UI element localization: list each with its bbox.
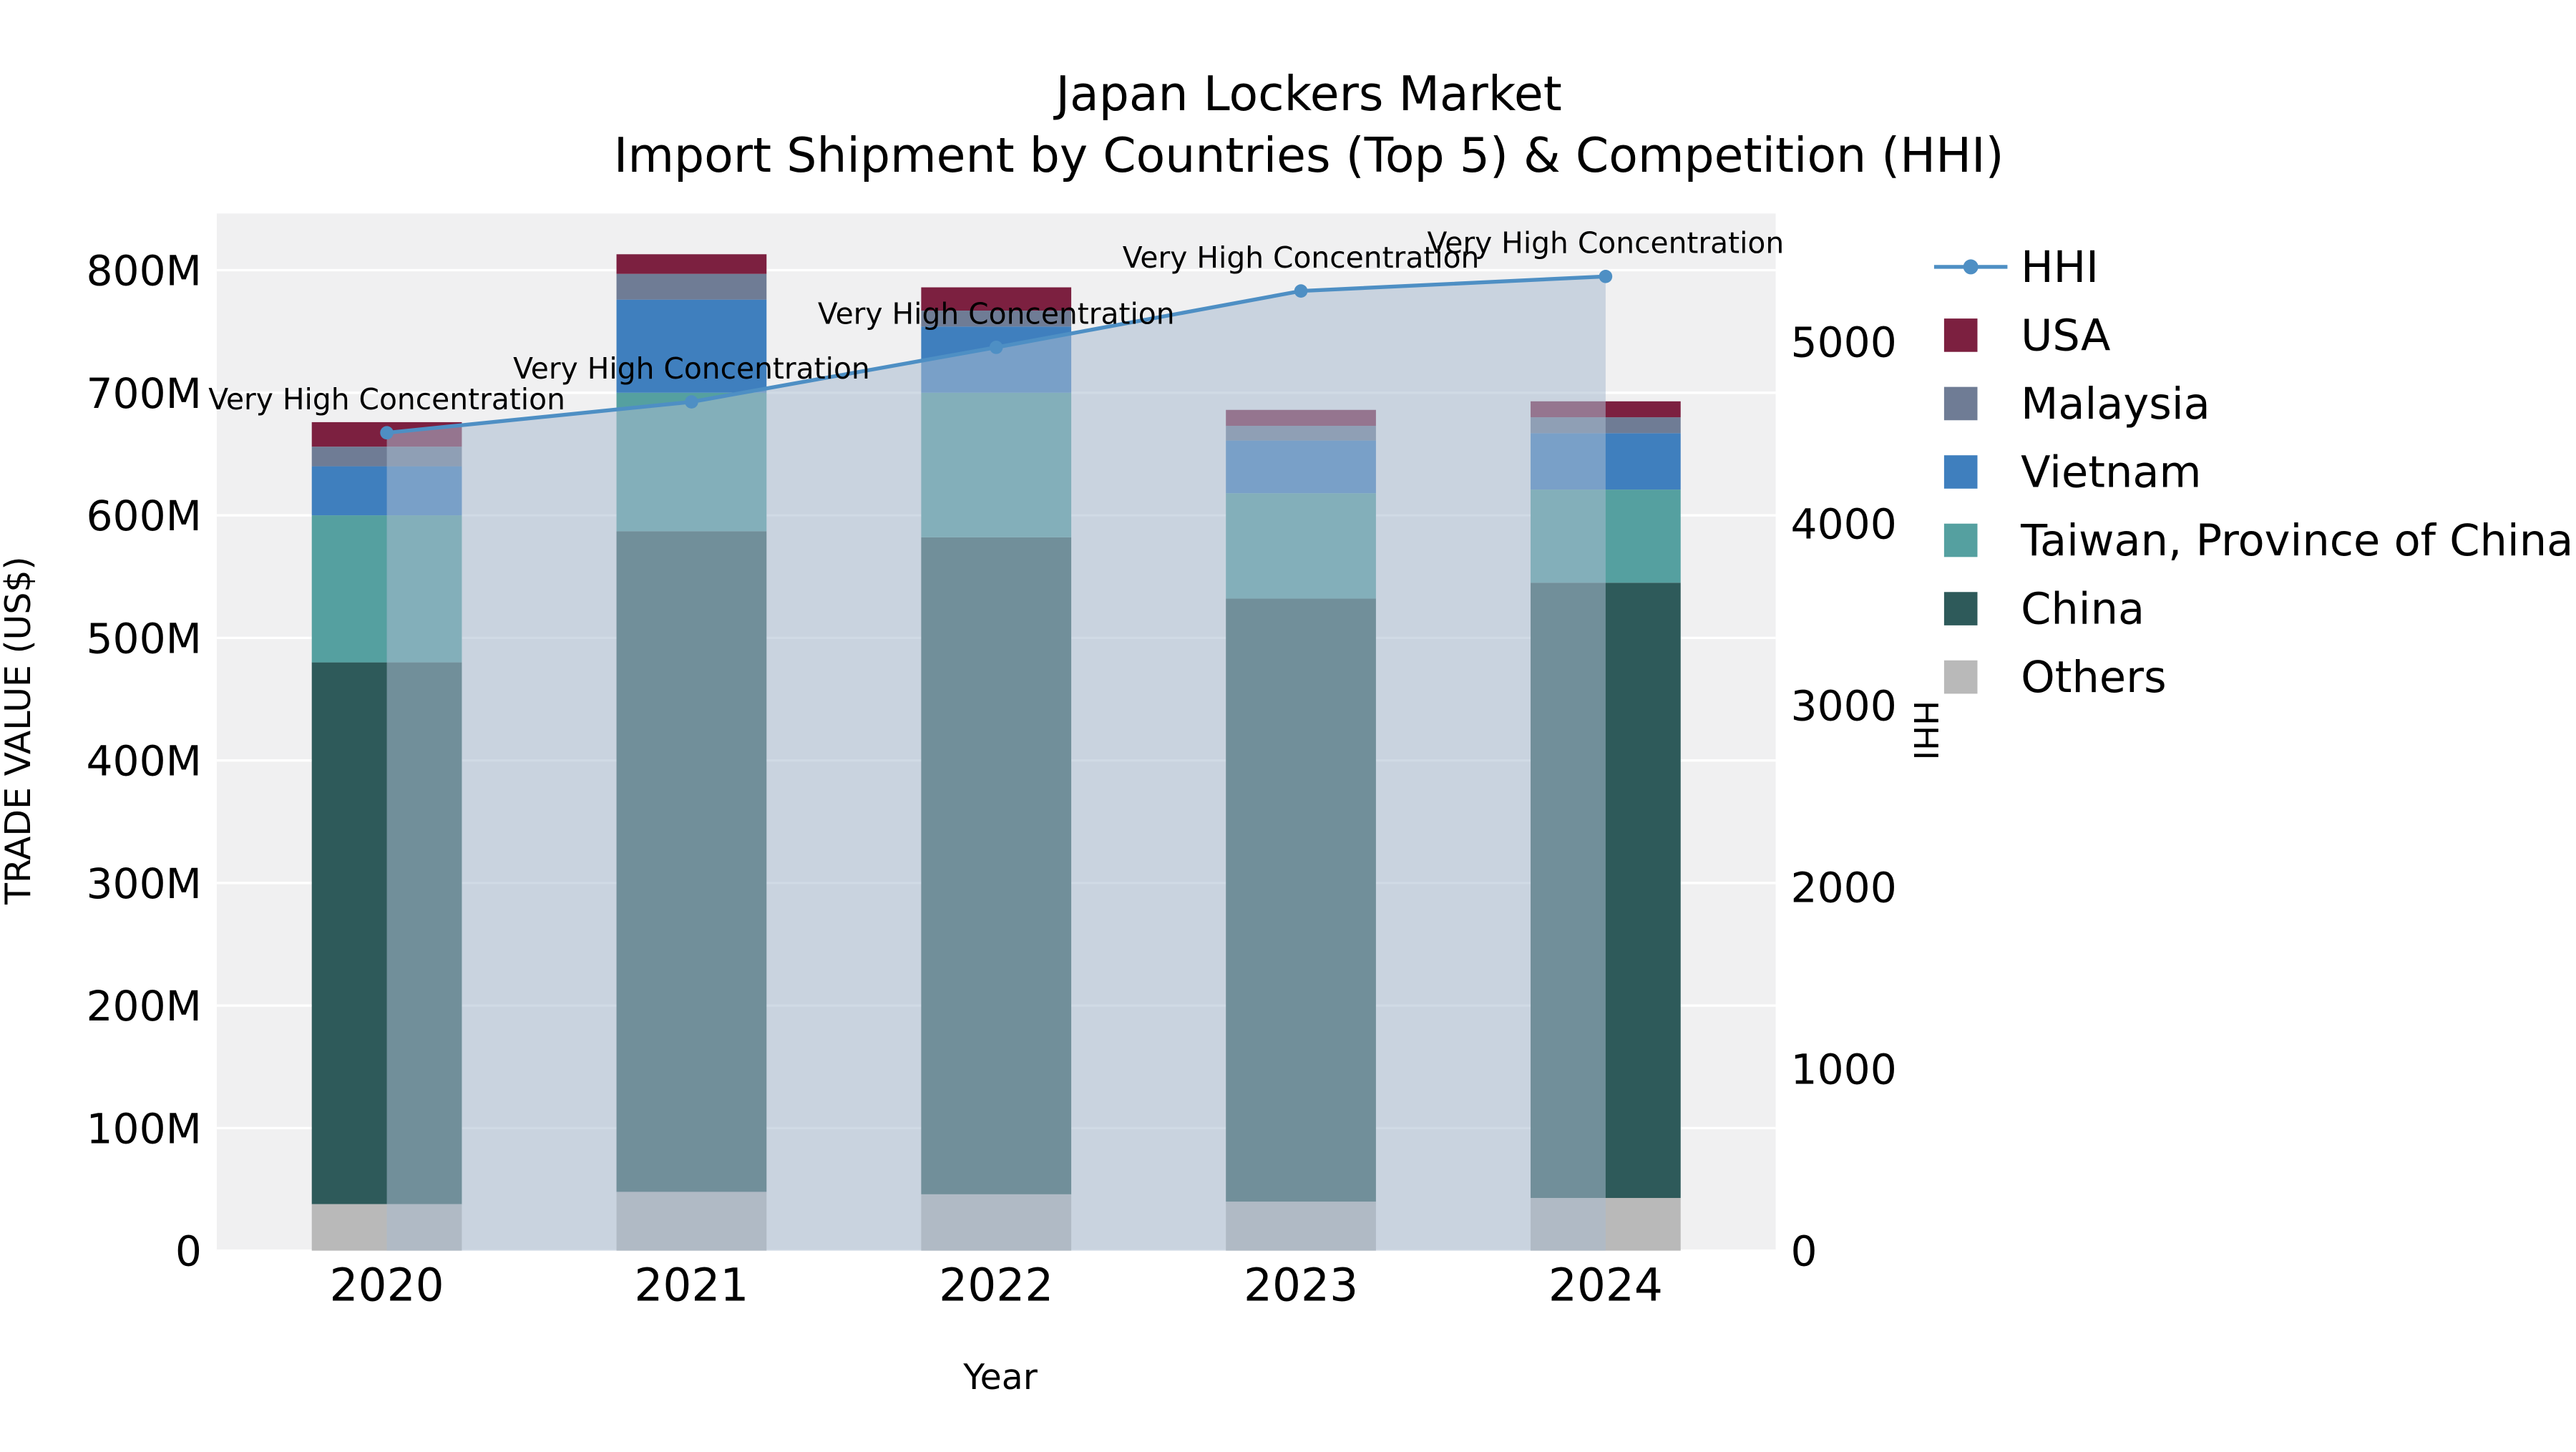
hhi-line-marker	[685, 395, 698, 409]
hhi-line-marker	[380, 426, 394, 440]
legend-color-swatch	[1943, 318, 1978, 352]
x-tick-label: 2021	[634, 1259, 748, 1312]
x-axis-title: Year	[962, 1357, 1038, 1398]
annotation-very-high-concentration: Very High Concentration	[1428, 226, 1785, 260]
y-left-tick-label: 200M	[86, 982, 201, 1030]
legend-color-swatch	[1943, 523, 1978, 557]
y-left-tick-label: 700M	[86, 369, 201, 418]
chart-title-line1: Japan Lockers Market	[1053, 66, 1561, 122]
x-tick-label: 2023	[1244, 1259, 1358, 1312]
bar-segment-malaysia	[921, 311, 1072, 327]
bar-segment-usa	[921, 287, 1072, 311]
y-right-tick-label: 4000	[1791, 500, 1897, 549]
legend-line-marker	[1963, 259, 1979, 275]
bar-segment-usa	[616, 254, 767, 274]
legend-label: HHI	[2021, 243, 2099, 293]
annotation-very-high-concentration: Very High Concentration	[818, 297, 1175, 331]
bar-segment-malaysia	[616, 273, 767, 300]
x-tick-label: 2020	[330, 1259, 444, 1312]
legend-label: USA	[2021, 311, 2110, 361]
y-right-tick-label: 3000	[1791, 682, 1897, 731]
annotation-very-high-concentration: Very High Concentration	[513, 351, 870, 386]
legend-label: China	[2021, 585, 2145, 635]
plot-layer: 0 100M 200M 300M 400M 500M 600M 700M 800M 0 1000 20…	[86, 213, 1897, 1312]
y-right-tick-label: 2000	[1791, 864, 1897, 912]
chart-title-line2: Import Shipment by Countries (Top 5) & C…	[614, 127, 2004, 183]
legend-item-china: China	[1943, 585, 2145, 635]
annotation-very-high-concentration: Very High Concentration	[1123, 240, 1480, 275]
legend-item-vietnam: Vietnam	[1943, 447, 2202, 497]
y-left-tick-label: 0	[175, 1227, 202, 1276]
y-right-tick-label: 5000	[1791, 318, 1897, 367]
legend-color-swatch	[1943, 660, 1978, 694]
x-tick-label: 2024	[1548, 1259, 1663, 1312]
legend-item-hhi: HHI	[1933, 243, 2099, 293]
y-left-tick-label: 100M	[86, 1104, 201, 1153]
y-left-axis-title: TRADE VALUE (US$)	[0, 556, 39, 905]
legend-label: Others	[2021, 653, 2167, 703]
y-left-tick-label: 500M	[86, 614, 201, 663]
legend-label: Malaysia	[2021, 379, 2210, 429]
bar-segment-vietnam	[616, 299, 767, 393]
y-right-tick-label: 0	[1791, 1227, 1818, 1276]
hhi-line-marker	[1294, 284, 1308, 298]
y-left-tick-label: 300M	[86, 859, 201, 908]
hhi-area-fill	[386, 276, 1606, 1251]
legend-color-swatch	[1943, 592, 1978, 625]
y-right-axis-title: HHI	[1906, 701, 1945, 761]
annotation-very-high-concentration: Very High Concentration	[208, 382, 565, 416]
legend-item-others: Others	[1943, 653, 2167, 703]
legend: HHI USA Malaysia Vietnam Taiwan, Province of…	[1933, 243, 2573, 703]
legend-color-swatch	[1943, 455, 1978, 489]
legend-item-malaysia: Malaysia	[1943, 379, 2210, 429]
y-left-tick-label: 800M	[86, 247, 201, 296]
y-right-tick-label: 1000	[1791, 1046, 1897, 1094]
legend-label: Vietnam	[2021, 447, 2202, 497]
legend-item-taiwan-province-of-china: Taiwan, Province of China	[1943, 516, 2573, 566]
hhi-line-marker	[989, 341, 1003, 354]
y-left-tick-label: 400M	[86, 737, 201, 786]
y-left-tick-label: 600M	[86, 492, 201, 540]
x-tick-label: 2022	[939, 1259, 1053, 1312]
legend-label: Taiwan, Province of China	[2020, 516, 2573, 566]
legend-color-swatch	[1943, 386, 1978, 421]
legend-item-usa: USA	[1943, 311, 2110, 361]
hhi-line-marker	[1599, 269, 1613, 283]
